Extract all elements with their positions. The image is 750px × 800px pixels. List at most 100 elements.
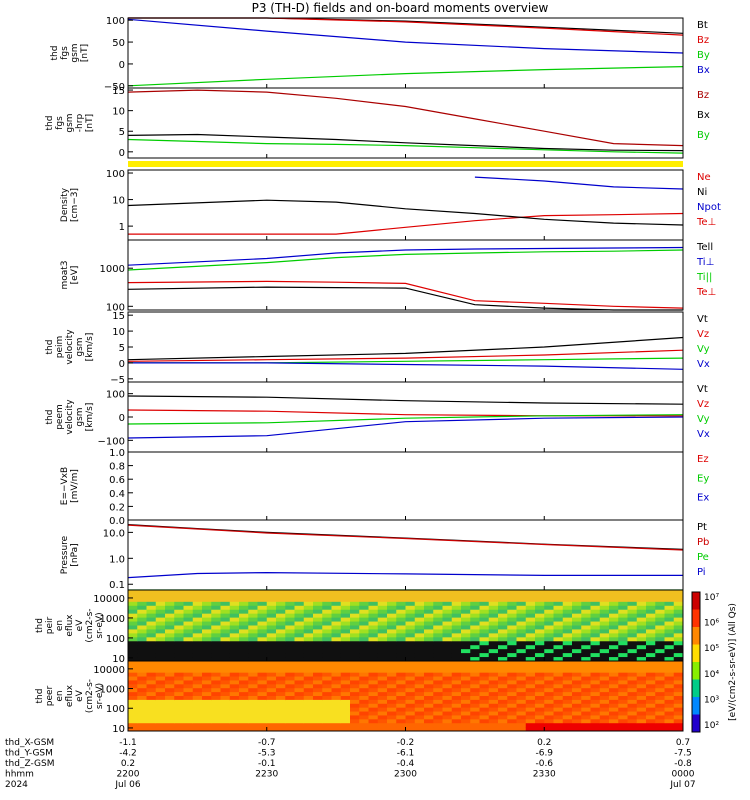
legend-label: Vx [697,429,710,440]
colorbar-tick-label: 10³ [704,695,719,705]
x-axis-value: Jul 07 [669,780,695,790]
x-axis-row-label: thd_X-GSM [5,738,54,748]
panel-5: Vt Vz Vy Vx 15 10 5 0 −5 thd peim velocity gsm [km/s] [45,311,710,386]
panel-frame [127,87,684,159]
series-line [127,89,684,147]
legend-label: Ey [697,473,709,484]
y-tick-label: 100 [106,302,125,313]
x-axis-value: 2300 [394,770,417,780]
y-tick-label: 0.6 [109,475,125,486]
series-line [127,199,684,226]
y-axis-label: Pressure [60,535,70,574]
legend-label: Pi [697,567,706,578]
series-line [127,349,684,362]
x-axis-value: 0.2 [121,759,135,769]
y-tick-label: 1 [119,222,125,233]
legend-label: Vx [697,359,710,370]
x-axis: thd_X-GSM -1.1 -0.7 -0.2 0.2 0.7 thd_Y-GSM -4.2… [5,738,696,790]
panel-4: Tell Ti⊥ Ti|| Te⊥ 1000 100 moat3 [eV] [60,239,716,313]
y-axis-label: thd [45,116,55,131]
legend-label: By [697,50,710,61]
series-line [127,524,684,550]
panel-frame [127,519,684,591]
y-tick-label: 10 [112,107,125,118]
spectrogram [128,590,684,662]
y-tick-label: 10 [112,724,125,735]
series-line [127,66,684,87]
y-axis-label: sr-eV) [95,612,105,638]
panel-frame [127,169,684,241]
y-axis-label: gsm [65,113,75,132]
y-tick-label: 0 [119,359,125,370]
colorbar-band [692,592,700,610]
legend-label: Ti⊥ [696,257,714,268]
y-axis-label: thd [50,46,60,61]
y-axis-label: peir [45,616,55,634]
legend-label: Te⊥ [696,287,716,298]
legend-label: Vy [697,344,710,355]
series-line [474,176,684,190]
colorbar-label: [eV/(cm2-s-sr-eV)] (All Qs) [728,603,738,721]
y-axis-label: thd [45,340,55,355]
y-axis-label: velocity [65,329,75,365]
colorbar-band [692,627,700,645]
y-axis-label: [cm−3] [70,188,80,222]
y-axis-label: [nT] [80,44,90,62]
legend-label: By [697,130,710,141]
colorbar-band [692,679,700,698]
x-axis-value: 2330 [533,770,556,780]
x-axis-value: 2230 [255,770,278,780]
legend-label: Bx [697,110,710,121]
y-axis-label: [km/s] [85,403,95,432]
y-axis-label: gsm [75,407,85,426]
y-axis-label: -hrp [75,114,85,133]
colorbar-tick-label: 10⁴ [704,670,719,680]
colorbar-band [692,697,700,715]
legend-label: Vt [697,314,708,325]
panel-9: 10000 1000 100 10 thd peir en eflux eV (cm2-s-sr-… [35,589,684,665]
y-tick-label: 0 [119,413,125,424]
colorbar-tick-label: 10⁵ [704,644,719,654]
colorbar-tick-label: 10⁶ [704,619,719,629]
x-axis-value: -0.6 [535,759,553,769]
panel-2: Bz Bx By 15 10 5 0 thd fgs gsm -hrp [nT] [45,86,710,159]
colorbar-band [692,644,700,663]
x-axis-value: -5.3 [258,749,276,759]
legend-label: Npot [697,202,721,213]
y-tick-label: −50 [104,82,125,93]
legend-label: Bz [697,90,709,101]
series-line [127,138,684,154]
colorbar-band [692,662,700,680]
y-axis-label: thd [45,410,55,425]
x-axis-value: -6.9 [535,749,553,759]
series-line [128,362,684,370]
y-tick-label: 10.0 [103,528,125,539]
series-line [127,133,684,152]
colorbar-tick-label: 10⁷ [704,593,719,603]
y-tick-label: 1000 [100,685,125,696]
series-line [127,571,683,579]
y-tick-label: 100 [106,169,125,180]
x-axis-value: -1.1 [119,738,137,748]
y-axis-label: eflux [65,614,75,637]
y-tick-label: 0 [119,60,125,71]
legend-label: Pt [697,522,707,533]
y-axis-label: peim [55,336,65,359]
y-tick-label: 100 [106,634,125,645]
colorbar-band [692,714,700,733]
y-tick-label: 1.0 [109,554,125,565]
series-line [127,280,684,309]
y-tick-label: 100 [106,16,125,27]
series-line [128,212,684,235]
legend-label: Ti|| [696,272,712,283]
series-line [127,249,684,271]
y-tick-label: 50 [112,38,125,49]
y-axis-label: E=−VxB [60,467,70,505]
legend-label: Ex [697,493,709,504]
y-tick-label: 0.2 [109,502,125,513]
series-line [127,416,684,439]
y-tick-label: 100 [106,704,125,715]
y-tick-label: −5 [110,375,125,386]
y-axis-label: gsm [75,337,85,356]
